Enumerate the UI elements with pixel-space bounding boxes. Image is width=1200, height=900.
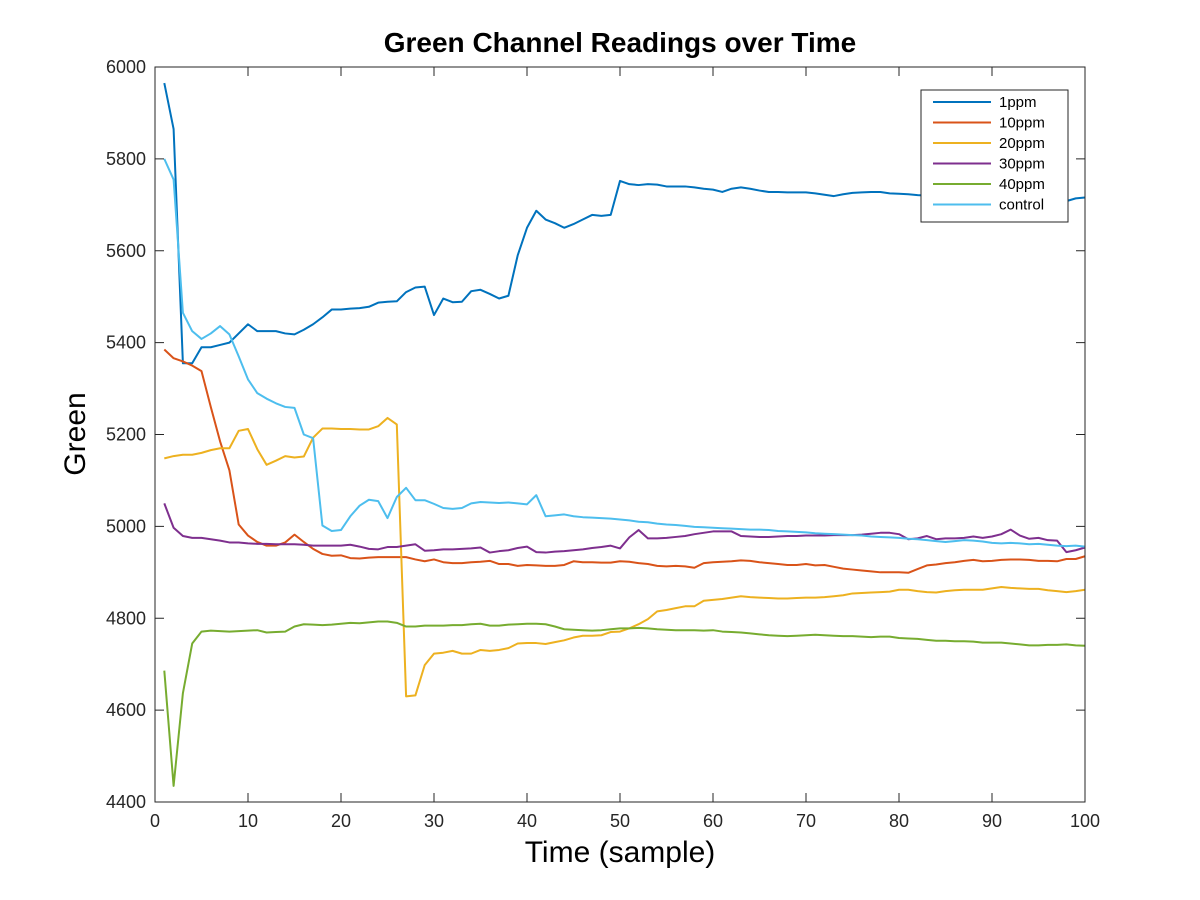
x-tick-label: 20 xyxy=(331,811,351,831)
y-tick-label: 4800 xyxy=(106,608,146,628)
x-tick-label: 40 xyxy=(517,811,537,831)
y-tick-label: 5600 xyxy=(106,241,146,261)
series-layer xyxy=(163,82,1086,787)
x-tick-label: 100 xyxy=(1070,811,1100,831)
legend-label-1ppm: 1ppm xyxy=(999,94,1037,111)
x-tick-label: 50 xyxy=(610,811,630,831)
x-tick-label: 30 xyxy=(424,811,444,831)
x-tick-label: 60 xyxy=(703,811,723,831)
legend-label-40ppm: 40ppm xyxy=(999,176,1045,193)
series-line-20ppm xyxy=(164,416,1086,698)
y-tick-label: 5000 xyxy=(106,516,146,536)
series-line-30ppm xyxy=(163,503,1086,554)
series-line-40ppm xyxy=(163,620,1086,787)
x-tick-label: 10 xyxy=(238,811,258,831)
chart-title: Green Channel Readings over Time xyxy=(384,27,857,58)
series-line-10ppm xyxy=(163,348,1086,574)
y-tick-label: 5800 xyxy=(106,149,146,169)
x-tick-label: 80 xyxy=(889,811,909,831)
legend-label-control: control xyxy=(999,197,1044,214)
x-axis-ticks: 0 10 20 30 40 50 60 70 80 90 100 xyxy=(150,67,1100,831)
y-axis-ticks: 4400 4600 4800 5000 5200 5400 5600 5800 6000 xyxy=(106,57,1085,812)
legend-label-20ppm: 20ppm xyxy=(999,135,1045,152)
x-tick-label: 70 xyxy=(796,811,816,831)
series-line-control xyxy=(163,158,1086,548)
legend: 1ppm 10ppm 20ppm 30ppm 40ppm control xyxy=(920,89,1069,223)
y-tick-label: 6000 xyxy=(106,57,146,77)
y-axis-label: Green xyxy=(59,392,92,475)
legend-label-10ppm: 10ppm xyxy=(999,115,1045,132)
x-tick-label: 0 xyxy=(150,811,160,831)
x-axis-label: Time (sample) xyxy=(525,836,716,869)
x-tick-label: 90 xyxy=(982,811,1002,831)
y-tick-label: 4400 xyxy=(106,792,146,812)
y-tick-label: 5400 xyxy=(106,333,146,353)
legend-label-30ppm: 30ppm xyxy=(999,156,1045,173)
legend-box xyxy=(920,89,1069,223)
y-tick-label: 4600 xyxy=(106,700,146,720)
y-tick-label: 5200 xyxy=(106,425,146,445)
